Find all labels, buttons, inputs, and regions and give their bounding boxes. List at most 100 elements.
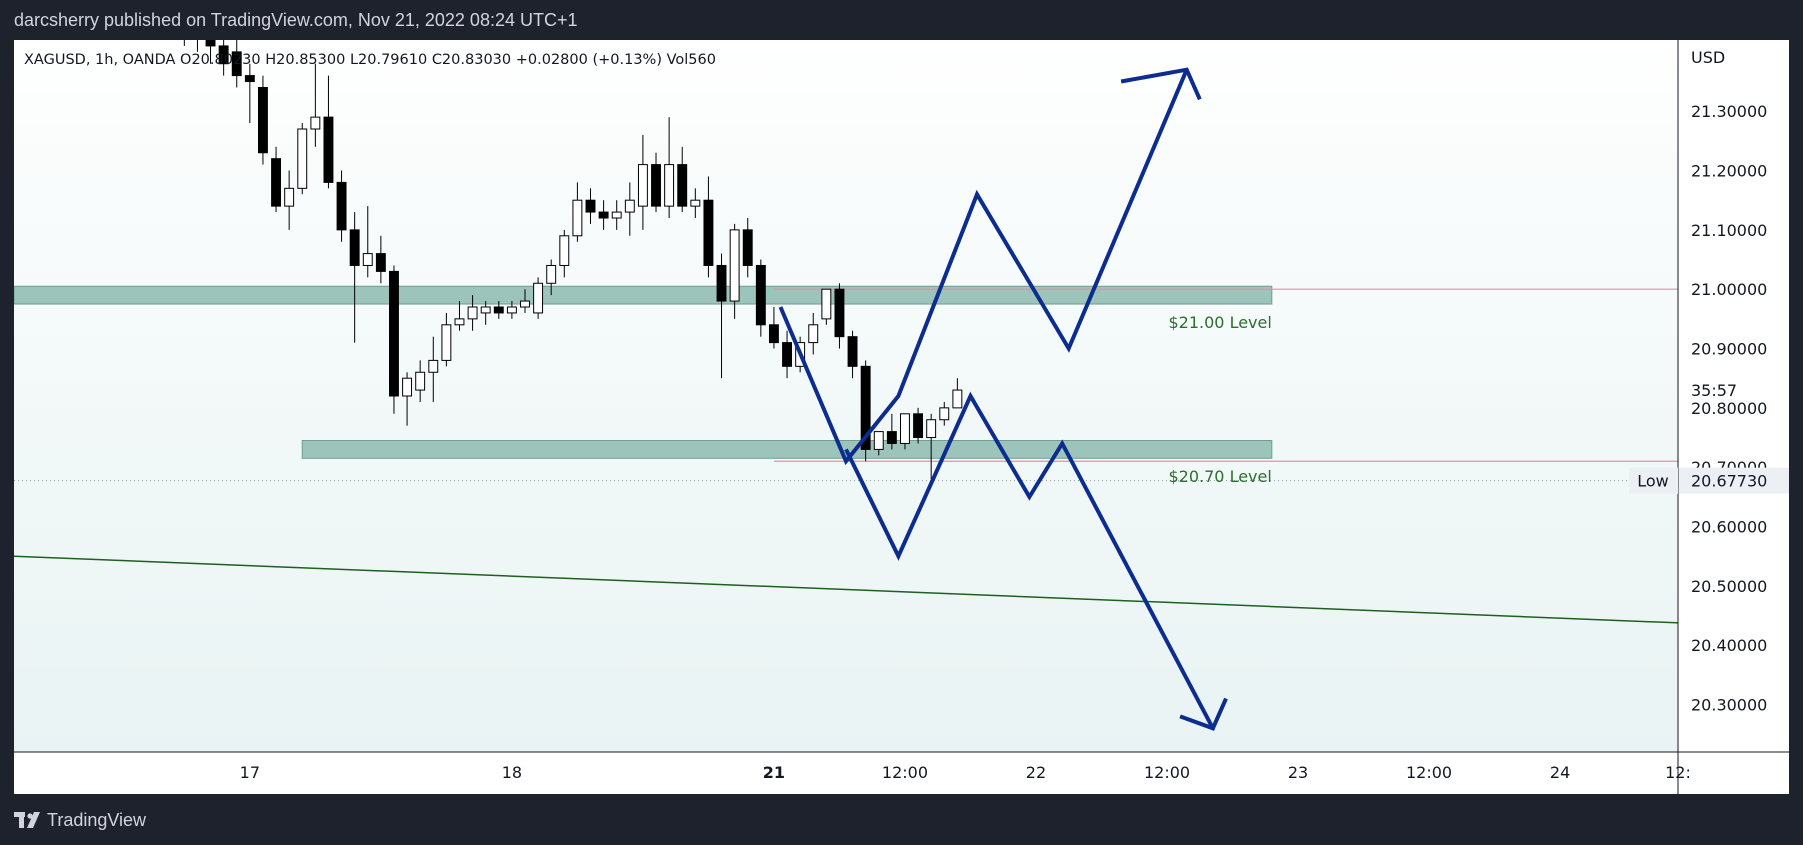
candle-body-up: [808, 324, 819, 344]
candle[interactable]: [180, 40, 189, 46]
candle[interactable]: [572, 182, 583, 242]
candle[interactable]: [886, 413, 897, 450]
currency-label: USD: [1691, 48, 1725, 67]
candle[interactable]: [336, 170, 347, 242]
candle[interactable]: [742, 218, 753, 278]
candle[interactable]: [821, 288, 832, 325]
level-label-2: $20.70 Level: [1169, 467, 1272, 486]
time-tick-label: 24: [1550, 763, 1570, 782]
candle[interactable]: [755, 259, 766, 337]
candle-body-up: [480, 306, 491, 314]
candle[interactable]: [310, 63, 321, 147]
candle[interactable]: [768, 307, 779, 349]
candle-body-up: [821, 288, 832, 320]
candle[interactable]: [782, 330, 792, 379]
candle[interactable]: [218, 40, 229, 76]
candle[interactable]: [415, 360, 426, 402]
candle-body-up: [624, 199, 635, 213]
candle[interactable]: [284, 170, 295, 230]
candlestick-chart[interactable]: $21.00 Level $20.70 Level XAGUSD, 1h, OAN…: [14, 40, 1789, 794]
candle[interactable]: [244, 63, 255, 124]
candle[interactable]: [703, 176, 714, 278]
candle[interactable]: [939, 401, 950, 426]
candle-body-up: [297, 128, 308, 189]
candle[interactable]: [637, 134, 648, 230]
price-tick-label: 20.90000: [1691, 340, 1767, 359]
candle[interactable]: [402, 372, 413, 426]
candle-body-up: [520, 300, 530, 308]
chart-frame[interactable]: $21.00 Level $20.70 Level XAGUSD, 1h, OAN…: [14, 40, 1789, 794]
candle[interactable]: [900, 413, 910, 450]
candle[interactable]: [808, 312, 819, 355]
countdown-timer: 35:57: [1691, 381, 1737, 400]
candle[interactable]: [598, 200, 609, 230]
candle[interactable]: [520, 289, 530, 313]
candle[interactable]: [546, 259, 557, 296]
time-tick-label: 17: [240, 763, 260, 782]
candle[interactable]: [729, 223, 740, 319]
candle[interactable]: [231, 40, 242, 88]
bullish-arrowhead: [1120, 67, 1202, 101]
candle[interactable]: [297, 123, 308, 195]
footer-bar: TradingView: [0, 794, 1803, 845]
candle[interactable]: [559, 229, 570, 278]
candle[interactable]: [834, 283, 845, 349]
price-tick-label: 21.10000: [1691, 221, 1767, 240]
candle-body-down: [782, 342, 792, 367]
candle[interactable]: [467, 295, 478, 331]
time-tick-label: 22: [1026, 763, 1046, 782]
candle-body-down: [755, 264, 766, 326]
candle[interactable]: [913, 407, 924, 444]
time-tick-label: 23: [1288, 763, 1308, 782]
candle[interactable]: [926, 413, 937, 480]
support-resistance-zone-1[interactable]: [14, 285, 1273, 305]
candle[interactable]: [624, 182, 635, 236]
candle[interactable]: [428, 336, 439, 402]
candle[interactable]: [716, 253, 727, 379]
candle[interactable]: [533, 277, 544, 319]
candle[interactable]: [205, 40, 216, 64]
candle[interactable]: [362, 206, 373, 278]
bearish-projection-path[interactable]: [844, 391, 1215, 730]
level-label-1: $21.00 Level: [1169, 313, 1272, 332]
candle[interactable]: [847, 330, 858, 379]
candle[interactable]: [193, 40, 202, 52]
candle[interactable]: [441, 312, 452, 367]
candle[interactable]: [389, 265, 399, 414]
candle[interactable]: [506, 301, 517, 319]
candle[interactable]: [493, 301, 504, 319]
candle[interactable]: [664, 117, 675, 218]
candle[interactable]: [860, 360, 871, 462]
candle-body-down: [231, 51, 242, 77]
price-tick-label: 21.00000: [1691, 280, 1767, 299]
candle[interactable]: [454, 301, 465, 331]
candle[interactable]: [611, 200, 622, 230]
candle[interactable]: [323, 75, 334, 189]
candle-body-down: [336, 181, 347, 231]
candle-body-down: [677, 164, 688, 207]
candle[interactable]: [873, 431, 884, 456]
candle[interactable]: [257, 75, 268, 165]
candle[interactable]: [690, 188, 701, 218]
candle[interactable]: [480, 301, 491, 325]
candle[interactable]: [375, 235, 386, 284]
bullish-projection-path[interactable]: [778, 68, 1189, 466]
trendline[interactable]: [14, 555, 1718, 626]
candle-body-up: [467, 306, 478, 320]
support-resistance-zone-2[interactable]: [301, 440, 1273, 459]
candle[interactable]: [952, 378, 963, 409]
countdown-badge: [1680, 379, 1740, 402]
candle-body-down: [703, 199, 714, 266]
price-tick-label: 20.50000: [1691, 577, 1767, 596]
candle[interactable]: [651, 152, 661, 213]
candle[interactable]: [677, 146, 688, 213]
candle[interactable]: [349, 212, 360, 343]
candle-body-down: [585, 199, 596, 213]
candle-body-up: [926, 419, 937, 439]
candle-body-up: [310, 116, 321, 130]
candle[interactable]: [271, 146, 282, 213]
time-tick-label: 21: [763, 763, 785, 782]
candle-body-up: [362, 253, 373, 266]
candle-body-down: [323, 116, 334, 183]
candle[interactable]: [585, 188, 596, 224]
